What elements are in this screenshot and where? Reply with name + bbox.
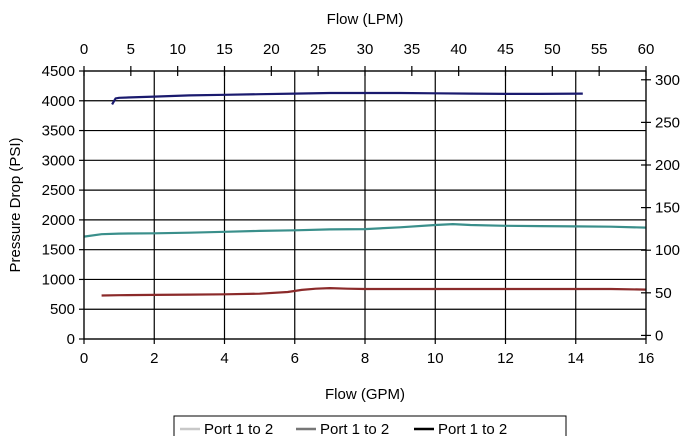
tick-marks [79, 66, 651, 344]
x-top-tick-label: 15 [216, 41, 233, 58]
tick-labels: 0 2 4 6 8 10 12 14 16050010001500200025003000350… [42, 41, 680, 367]
y-left-tick-label: 1500 [42, 242, 75, 259]
x-top-tick-label: 35 [403, 41, 420, 58]
x-bottom-axis-title: Flow (GPM) [325, 386, 405, 403]
x-bottom-tick-label: 0 [80, 350, 88, 367]
y-left-tick-label: 2500 [42, 182, 75, 199]
x-top-tick-label: 50 [544, 41, 561, 58]
x-top-tick-label: 30 [357, 41, 374, 58]
legend-label: Port 1 to 2 [204, 421, 273, 436]
y-left-tick-label: 1000 [42, 271, 75, 288]
x-bottom-tick-label: 14 [567, 350, 584, 367]
x-top-tick-label: 0 [80, 41, 88, 58]
x-bottom-tick-label: 2 [150, 350, 158, 367]
y-right-tick-label: 250 [655, 114, 680, 131]
y-right-tick-label: 0 [655, 327, 663, 344]
legend-label: Port 1 to 2 [320, 421, 389, 436]
x-top-tick-label: 45 [497, 41, 514, 58]
x-top-tick-label: 20 [263, 41, 280, 58]
x-top-tick-label: 10 [169, 41, 186, 58]
x-bottom-tick-label: 6 [291, 350, 299, 367]
x-bottom-tick-label: 10 [427, 350, 444, 367]
legend-label: Port 1 to 2 [438, 421, 507, 436]
y-left-tick-label: 4000 [42, 93, 75, 110]
y-right-tick-label: 100 [655, 242, 680, 259]
x-top-tick-label: 40 [450, 41, 467, 58]
x-bottom-tick-label: 8 [361, 350, 369, 367]
y-left-tick-label: 4500 [42, 63, 75, 80]
y-right-tick-label: 50 [655, 285, 672, 302]
y-left-axis-title: Pressure Drop (PSI) [7, 137, 24, 272]
x-top-tick-label: 55 [591, 41, 608, 58]
series-line-3 [111, 91, 583, 105]
series-line-1 [83, 223, 647, 238]
y-left-tick-label: 3500 [42, 123, 75, 140]
x-bottom-tick-label: 12 [497, 350, 514, 367]
x-top-tick-label: 5 [127, 41, 135, 58]
y-left-tick-label: 0 [67, 331, 75, 348]
y-right-tick-label: 150 [655, 200, 680, 217]
y-left-tick-label: 3000 [42, 152, 75, 169]
y-left-tick-label: 2000 [42, 212, 75, 229]
x-bottom-tick-label: 4 [220, 350, 228, 367]
x-bottom-tick-label: 16 [638, 350, 655, 367]
gridlines [83, 70, 647, 340]
series-lines [83, 91, 647, 297]
x-top-tick-label: 25 [310, 41, 327, 58]
legend: Port 1 to 2 Port 1 to 2 Port 1 to 2 [173, 415, 567, 441]
x-top-axis-title: Flow (LPM) [327, 11, 404, 28]
series-line-2 [101, 287, 647, 297]
y-right-tick-label: 300 [655, 72, 680, 89]
y-right-tick-label: 200 [655, 157, 680, 174]
y-left-tick-label: 500 [50, 301, 75, 318]
x-top-tick-label: 60 [638, 41, 655, 58]
